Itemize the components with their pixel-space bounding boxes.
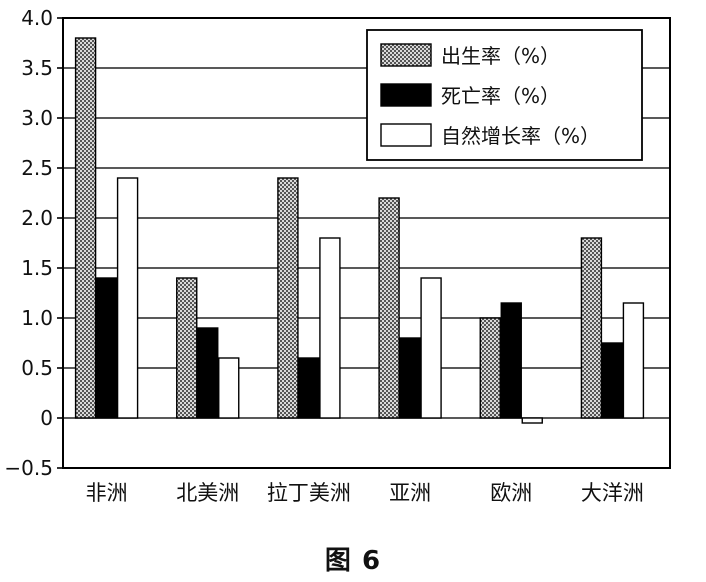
legend-swatch [380, 43, 432, 67]
y-tick-label: 1.5 [21, 256, 53, 280]
bars [74, 37, 645, 424]
gridlines [63, 67, 670, 419]
legend-label: 死亡率（%） [441, 84, 560, 108]
bar-natural-0 [116, 177, 139, 419]
bar-natural-4 [521, 417, 543, 424]
bar-birth-5 [580, 237, 603, 419]
x-tick-label: 欧洲 [490, 481, 532, 505]
y-tick-label: 3.5 [21, 56, 53, 80]
y-tick-label: 2.0 [21, 206, 53, 230]
legend: 出生率（%） 死亡率（%） 自然增长率（%） [366, 29, 643, 161]
y-tick-label: 3.0 [21, 106, 53, 130]
bar-death-2 [298, 357, 320, 419]
axes: −0.5 0 0.5 1.0 1.5 2.0 2.5 3.0 3.5 4.0 非洲 北美洲 拉丁美洲 亚洲… [4, 6, 671, 505]
bar-birth-4 [479, 317, 501, 419]
x-tick-label: 拉丁美洲 [267, 481, 351, 505]
y-tick-label: 2.5 [21, 156, 53, 180]
y-tick-label: 4.0 [21, 6, 53, 30]
bar-birth-2 [277, 177, 299, 419]
bar-birth-1 [176, 277, 198, 419]
bar-natural-5 [622, 302, 645, 419]
y-tick-label: 0.5 [21, 356, 53, 380]
legend-label: 出生率（%） [441, 44, 560, 68]
bar-natural-3 [420, 277, 442, 419]
bar-natural-2 [319, 237, 341, 419]
bar-birth-3 [378, 197, 400, 419]
x-tick-label: 非洲 [86, 481, 128, 505]
y-tick-label: −0.5 [4, 456, 53, 480]
bar-natural-1 [218, 357, 240, 419]
x-tick-label: 亚洲 [389, 481, 431, 505]
bar-death-1 [197, 327, 219, 419]
bar-death-3 [399, 337, 421, 419]
x-tick-label: 大洋洲 [581, 481, 644, 505]
y-tick-label: 1.0 [21, 306, 53, 330]
legend-swatch [380, 83, 432, 107]
legend-label: 自然增长率（%） [441, 124, 600, 148]
bar-birth-0 [74, 37, 97, 419]
bar-death-5 [601, 342, 624, 419]
bar-chart: −0.5 0 0.5 1.0 1.5 2.0 2.5 3.0 3.5 4.0 非洲 北美洲 拉丁美洲 亚洲… [4, 6, 671, 505]
plot-frame [62, 17, 671, 469]
figure-caption: 图 6 [324, 546, 382, 576]
x-tick-label: 北美洲 [176, 481, 239, 505]
y-tick-label: 0 [40, 406, 53, 430]
bar-death-0 [95, 277, 118, 419]
bar-death-4 [500, 302, 522, 419]
legend-swatch [380, 123, 432, 147]
